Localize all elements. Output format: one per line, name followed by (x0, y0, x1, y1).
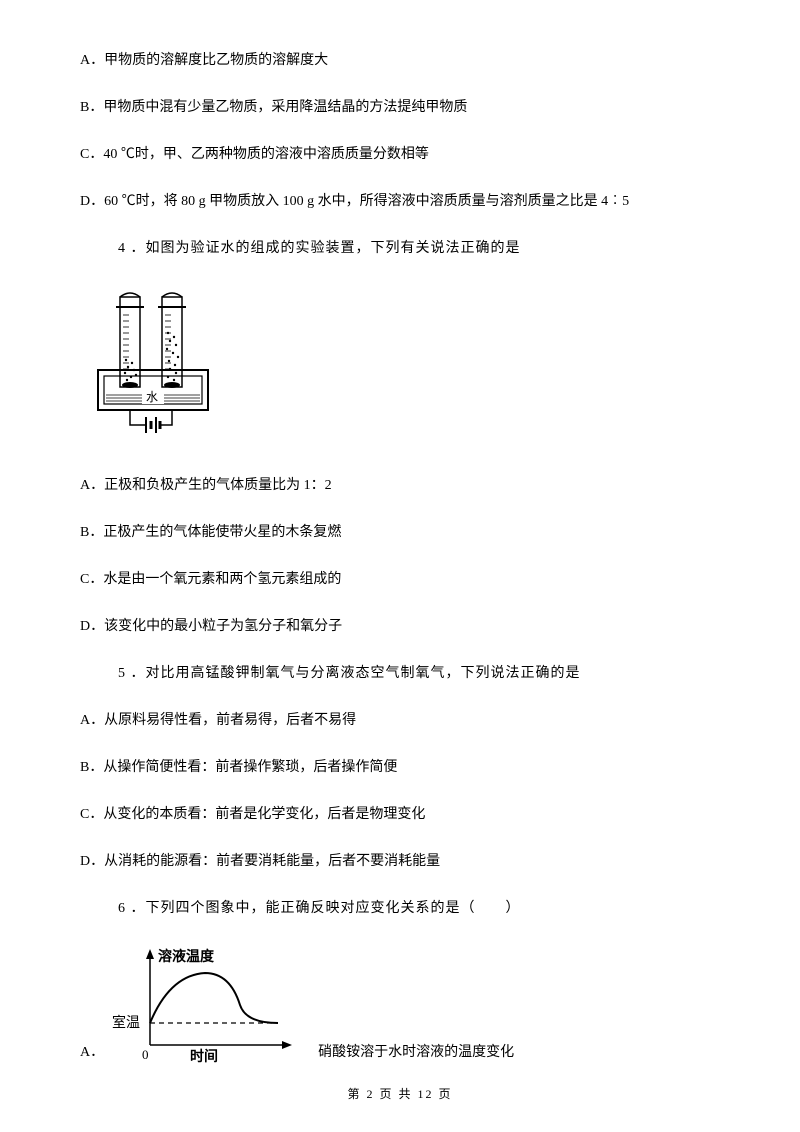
q4-option-c: C．水是由一个氧元素和两个氢元素组成的 (80, 569, 720, 590)
q6-option-a-label: A． (80, 1041, 104, 1065)
electrolysis-diagram: 水 (80, 285, 720, 445)
q4-option-d: D．该变化中的最小粒子为氢分子和氧分子 (80, 616, 720, 637)
q4-text: 4 ．如图为验证水的组成的实验装置，下列有关说法正确的是 (118, 238, 720, 259)
q4-option-a: A．正极和负极产生的气体质量比为 1：2 (80, 475, 720, 496)
q3-option-d: D．60 ℃时，将 80 g 甲物质放入 100 g 水中，所得溶液中溶质质量与… (80, 191, 720, 212)
chart-origin: 0 (142, 1047, 149, 1062)
q3-option-a: A．甲物质的溶解度比乙物质的溶解度大 (80, 50, 720, 71)
q3-option-b: B．甲物质中混有少量乙物质，采用降温结晶的方法提纯甲物质 (80, 97, 720, 118)
q5-option-c: C．从变化的本质看：前者是化学变化，后者是物理变化 (80, 804, 720, 825)
q5-option-b: B．从操作简便性看：前者操作繁琐，后者操作简便 (80, 757, 720, 778)
water-label: 水 (146, 390, 158, 404)
chart-room-label: 室温 (112, 1014, 140, 1031)
temperature-chart: 溶液温度 室温 0 时间 (110, 945, 300, 1065)
q5-option-a: A．从原料易得性看，前者易得，后者不易得 (80, 710, 720, 731)
page-footer: 第 2 页 共 12 页 (0, 1085, 800, 1102)
q6-text: 6 ．下列四个图象中，能正确反映对应变化关系的是（ ） (118, 898, 720, 919)
q5-text: 5 ．对比用高锰酸钾制氧气与分离液态空气制氧气，下列说法正确的是 (118, 663, 720, 684)
chart-ylabel: 溶液温度 (158, 948, 215, 965)
q3-option-c: C．40 ℃时，甲、乙两种物质的溶液中溶质质量分数相等 (80, 144, 720, 165)
q6-chart-row: A． 溶液温度 室温 0 时间 硝酸铵溶于水时溶液的温度变化 (80, 945, 720, 1065)
q5-option-d: D．从消耗的能源看：前者要消耗能量，后者不要消耗能量 (80, 851, 720, 872)
q6-option-a-desc: 硝酸铵溶于水时溶液的温度变化 (318, 1041, 514, 1065)
q4-option-b: B．正极产生的气体能使带火星的木条复燃 (80, 522, 720, 543)
chart-xlabel: 时间 (190, 1048, 218, 1065)
